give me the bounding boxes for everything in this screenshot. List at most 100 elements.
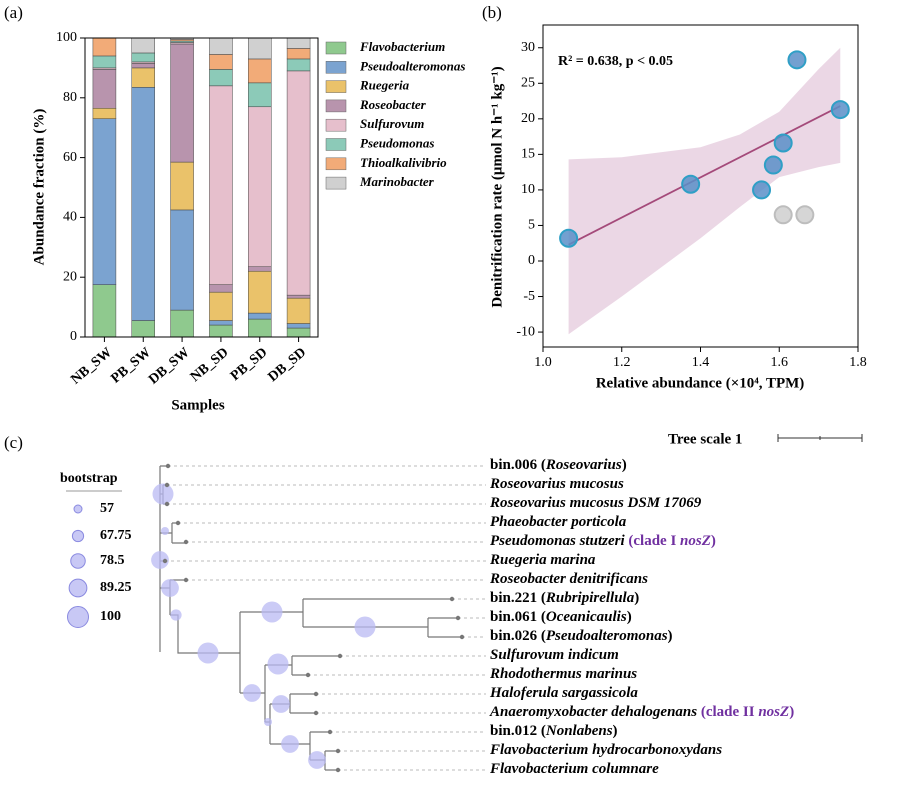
scale-label: Tree scale 1 bbox=[668, 431, 742, 447]
y-tick-label: 40 bbox=[63, 210, 77, 225]
leaf-label: Haloferula sargassicola bbox=[489, 685, 638, 701]
leaf-label-part: bin.026 ( bbox=[490, 628, 546, 644]
x-tick-label: 1.8 bbox=[849, 355, 867, 370]
legend-label: 67.75 bbox=[100, 528, 132, 543]
legend-swatch bbox=[325, 138, 347, 151]
leaf-label-part: Pseudoalteromonas bbox=[546, 628, 668, 644]
legend-title: bootstrap bbox=[60, 471, 118, 486]
legend-swatch bbox=[325, 157, 347, 171]
bar-segment bbox=[92, 108, 117, 119]
leaf-label-part: Anaeromyxobacter dehalogenans bbox=[489, 704, 697, 720]
y-tick-label: 0 bbox=[528, 253, 535, 268]
bootstrap-node bbox=[264, 718, 272, 726]
tree-branches bbox=[159, 465, 462, 771]
x-tick-label: NB_SD bbox=[188, 345, 232, 385]
bar-segment bbox=[92, 55, 117, 69]
leaf-label-part: ) bbox=[634, 590, 639, 606]
leaf-label-part: Roseovarius bbox=[545, 457, 622, 473]
bootstrap-node bbox=[272, 695, 290, 713]
bar-segment bbox=[131, 52, 155, 63]
legend-circle bbox=[70, 553, 86, 569]
leaf-label-part: Sulfurovum indicum bbox=[490, 647, 619, 663]
leaf-label-part: bin.006 ( bbox=[490, 457, 546, 473]
bar-segment bbox=[170, 161, 194, 211]
bar-segment bbox=[286, 323, 311, 329]
x-tick-label: 1.2 bbox=[613, 355, 631, 370]
bar-segment bbox=[286, 70, 311, 296]
bootstrap-node bbox=[281, 735, 299, 753]
leaf-label-part: (clade II bbox=[697, 704, 758, 720]
bar-segment bbox=[248, 270, 272, 314]
legend-label: Ruegeria bbox=[359, 78, 410, 93]
leaf-label: bin.012 (Nonlabens) bbox=[490, 723, 618, 739]
x-tick-label: 1.0 bbox=[534, 355, 552, 370]
tip bbox=[327, 729, 333, 735]
leaf-label-part: ) bbox=[627, 609, 632, 625]
bar-segment bbox=[286, 297, 311, 324]
tip bbox=[183, 577, 189, 583]
y-tick-label: 20 bbox=[63, 269, 77, 284]
y-tick-label: 60 bbox=[63, 150, 77, 165]
tip bbox=[449, 596, 455, 602]
confidence-band bbox=[568, 47, 841, 335]
leaf-label: Flavobacterium columnare bbox=[489, 761, 659, 777]
tip bbox=[335, 748, 341, 754]
bar-segment bbox=[170, 209, 194, 311]
bootstrap-node bbox=[151, 551, 169, 569]
bar-segment bbox=[248, 37, 272, 60]
x-axis-title: Samples bbox=[171, 397, 225, 413]
legend-circle bbox=[73, 504, 83, 514]
bar-segment bbox=[286, 327, 311, 338]
leaf-label-part: Pseudomonas stutzeri bbox=[490, 533, 625, 549]
leaf-label: bin.026 (Pseudoalteromonas) bbox=[490, 628, 673, 644]
y-tick-label: -5 bbox=[523, 289, 535, 304]
leaf-label-part: bin.012 ( bbox=[490, 723, 546, 739]
tip bbox=[164, 501, 170, 507]
leaf-label: bin.221 (Rubripirellula) bbox=[490, 590, 639, 606]
leaf-label-part: nosZ bbox=[758, 704, 789, 720]
bar-segment bbox=[248, 318, 272, 338]
leaf-label-part: Nonlabens bbox=[545, 723, 613, 739]
y-tick-label: 0 bbox=[70, 329, 77, 344]
tip bbox=[335, 767, 341, 773]
y-tick-label: 5 bbox=[528, 218, 535, 233]
legend-swatch bbox=[325, 118, 347, 132]
legend-circle bbox=[68, 578, 88, 598]
leaf-label: Rhodothermus marinus bbox=[489, 666, 637, 682]
bootstrap-node bbox=[170, 609, 182, 621]
panel-label: (b) bbox=[482, 3, 502, 22]
tip bbox=[165, 463, 171, 469]
bar-segment bbox=[209, 69, 233, 87]
legend-label: 89.25 bbox=[100, 580, 132, 595]
point bbox=[773, 133, 793, 153]
y-tick-label: 15 bbox=[521, 147, 535, 162]
leaf-label: bin.006 (Roseovarius) bbox=[490, 457, 627, 473]
leaf-label-part: bin.221 ( bbox=[490, 590, 546, 606]
tip bbox=[164, 482, 170, 488]
legend-label: Thioalkalivibrio bbox=[360, 155, 447, 170]
bar-segment bbox=[248, 312, 272, 320]
legend-circle bbox=[67, 606, 89, 628]
bar-segment bbox=[248, 82, 272, 108]
legend-circle bbox=[71, 529, 85, 543]
bar-segment bbox=[92, 69, 117, 109]
leaf-label: Anaeromyxobacter dehalogenans (clade II … bbox=[489, 704, 794, 720]
y-tick-label: 20 bbox=[521, 111, 535, 126]
x-tick-label: DB_SW bbox=[146, 345, 193, 387]
point bbox=[681, 174, 701, 194]
y-tick-label: 100 bbox=[56, 30, 77, 45]
y-tick-label: 30 bbox=[521, 40, 535, 55]
annotation: R² = 0.638, p < 0.05 bbox=[558, 54, 673, 69]
point bbox=[795, 205, 815, 225]
point bbox=[787, 50, 807, 70]
legend-label: Pseudomonas bbox=[360, 135, 434, 150]
bootstrap-node bbox=[267, 653, 289, 675]
x-tick-label: 1.6 bbox=[771, 355, 789, 370]
x-tick-label: DB_SD bbox=[266, 345, 310, 385]
bootstrap-node bbox=[161, 527, 169, 535]
legend-label: Roseobacter bbox=[359, 97, 427, 112]
leaf-label: Flavobacterium hydrocarbonoxydans bbox=[489, 742, 722, 758]
leaf-label-part: nosZ bbox=[680, 533, 711, 549]
legend-swatch bbox=[325, 80, 347, 93]
